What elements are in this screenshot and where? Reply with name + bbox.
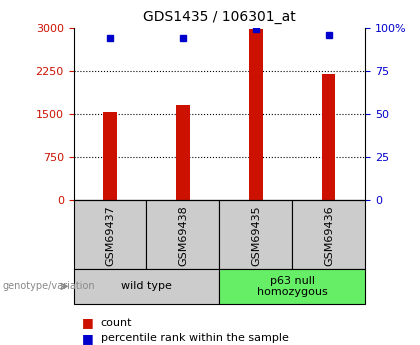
Text: GSM69438: GSM69438 bbox=[178, 206, 188, 266]
Text: GSM69437: GSM69437 bbox=[105, 206, 115, 266]
Bar bbox=[220, 200, 292, 269]
Bar bbox=[176, 105, 189, 200]
Text: wild type: wild type bbox=[121, 282, 172, 291]
Text: ■: ■ bbox=[82, 332, 94, 345]
Bar bbox=[74, 200, 147, 269]
Text: count: count bbox=[101, 318, 132, 327]
Bar bbox=[103, 111, 117, 200]
Text: GSM69435: GSM69435 bbox=[251, 206, 261, 266]
Bar bbox=[74, 269, 220, 304]
Text: p63 null
homozygous: p63 null homozygous bbox=[257, 276, 328, 297]
Bar bbox=[292, 200, 365, 269]
Text: GSM69436: GSM69436 bbox=[324, 206, 334, 266]
Bar bbox=[147, 200, 220, 269]
Bar bbox=[220, 269, 365, 304]
Text: ■: ■ bbox=[82, 316, 94, 329]
Text: genotype/variation: genotype/variation bbox=[2, 282, 95, 291]
Title: GDS1435 / 106301_at: GDS1435 / 106301_at bbox=[143, 10, 296, 24]
Text: percentile rank within the sample: percentile rank within the sample bbox=[101, 333, 289, 343]
Bar bbox=[322, 74, 336, 200]
Bar bbox=[249, 29, 262, 200]
